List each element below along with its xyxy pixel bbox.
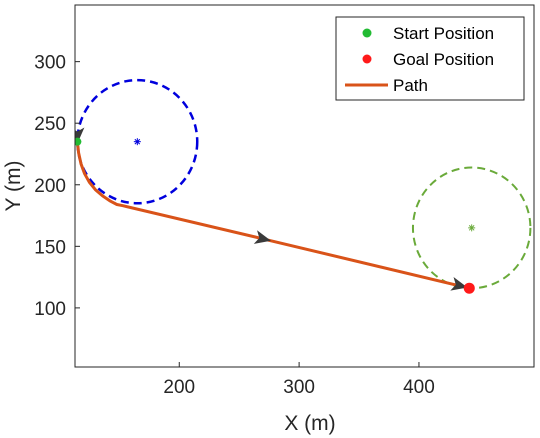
goal-turn-center-marker (468, 224, 476, 232)
start-turn-circle (76, 78, 199, 205)
y-tick-label: 300 (34, 53, 66, 74)
x-tick-label: 200 (163, 377, 195, 398)
legend-start-marker (362, 28, 372, 38)
path-line (75, 141, 470, 290)
legend-goal-marker (362, 54, 372, 64)
direction-arrow (75, 127, 85, 144)
direction-arrow (450, 277, 468, 291)
start-position-marker (75, 137, 82, 146)
x-axis-label: X (m) (284, 412, 335, 435)
y-tick-label: 250 (34, 114, 66, 135)
goal-position-marker (463, 282, 475, 294)
x-tick-label: 300 (283, 377, 315, 398)
legend-path-label: Path (393, 76, 428, 95)
x-tick-label: 400 (403, 377, 435, 398)
start-turn-center-marker (133, 138, 141, 146)
legend-goal-label: Goal Position (393, 50, 494, 69)
y-axis-label: Y (m) (2, 161, 25, 212)
y-tick-label: 150 (34, 237, 66, 258)
direction-arrow (253, 230, 271, 244)
axes-box (74, 4, 535, 368)
y-tick-label: 100 (34, 299, 66, 320)
legend-start-label: Start Position (393, 24, 494, 43)
legend: Start Position Goal Position Path (335, 16, 525, 101)
y-tick-label: 200 (34, 176, 66, 197)
